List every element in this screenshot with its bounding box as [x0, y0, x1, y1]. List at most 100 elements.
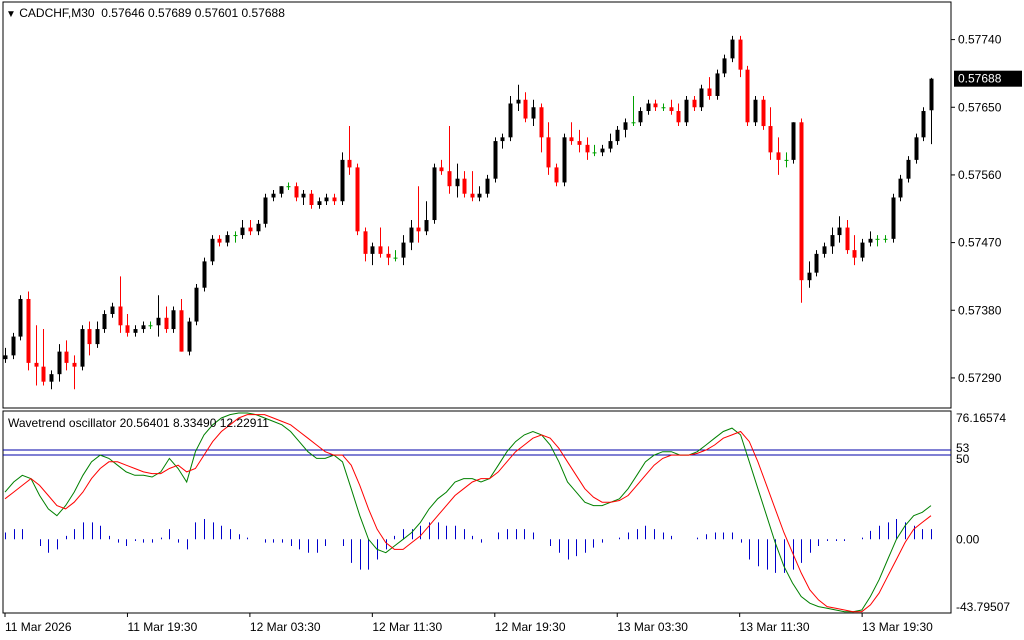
candle: [141, 321, 146, 333]
candle-body: [41, 366, 46, 382]
dropdown-triangle-icon[interactable]: ▼: [6, 9, 16, 20]
candle: [248, 220, 253, 236]
candle-body: [87, 329, 92, 345]
candle: [301, 189, 306, 205]
candle-body: [202, 261, 207, 288]
candle: [623, 118, 628, 138]
candle-body: [102, 314, 107, 330]
candle: [324, 193, 329, 205]
current-price-label: 0.57688: [958, 72, 1002, 86]
candle: [676, 103, 681, 127]
candle: [409, 220, 414, 251]
candle-body: [784, 159, 789, 161]
candle: [72, 355, 77, 390]
candle-body: [623, 122, 628, 130]
candle-body: [317, 201, 322, 205]
candle: [439, 159, 444, 175]
candle: [776, 137, 781, 175]
candle-body: [271, 193, 276, 198]
oscillator-value-2: 8.33490: [173, 416, 217, 430]
level-label: 53: [956, 441, 970, 455]
candle-body: [730, 39, 735, 59]
candle: [309, 189, 314, 209]
candle: [631, 95, 636, 127]
candle-body: [49, 374, 54, 382]
candle: [592, 144, 597, 157]
candle: [585, 137, 590, 160]
candle-body: [883, 238, 888, 240]
candle-body: [722, 58, 727, 74]
candle-body: [225, 235, 230, 243]
candle: [462, 171, 467, 198]
candle-body: [187, 321, 192, 352]
candle-body: [95, 329, 100, 345]
candle-body: [898, 178, 903, 198]
candle: [669, 99, 674, 115]
candle: [355, 163, 360, 236]
candle-body: [378, 246, 383, 254]
candle: [653, 99, 658, 112]
oscillator-value-1: 20.56401: [119, 416, 170, 430]
candle: [18, 295, 23, 341]
candle-body: [745, 69, 750, 123]
candle: [898, 174, 903, 202]
candle: [707, 77, 712, 100]
candle-body: [432, 167, 437, 221]
time-axis: 11 Mar 2026 11 Mar 19:30 12 Mar 03:30 12 Ma…: [4, 613, 933, 634]
time-tick-label: 11 Mar 19:30: [127, 620, 197, 634]
candle-body: [80, 329, 85, 367]
candle: [424, 201, 429, 236]
candle-body: [569, 137, 574, 142]
candle-body: [822, 246, 827, 254]
candle-body: [676, 111, 681, 123]
candle-body: [301, 193, 306, 198]
candle: [730, 35, 735, 63]
candle-body: [653, 103, 658, 108]
candle: [332, 193, 337, 205]
candle: [860, 238, 865, 262]
candle: [600, 144, 605, 157]
candle-body: [508, 103, 513, 138]
candle: [531, 99, 536, 127]
candle: [883, 235, 888, 243]
candle-body: [110, 306, 115, 315]
candle: [814, 250, 819, 277]
candle-body: [753, 99, 758, 123]
candle: [761, 95, 766, 130]
candle-body: [340, 159, 345, 202]
candle-body: [646, 103, 651, 112]
candle-body: [577, 141, 582, 145]
candle-body: [699, 88, 704, 108]
candle: [49, 370, 54, 390]
wavetrend-line-1: [4, 412, 932, 613]
candle: [845, 220, 850, 254]
candle: [263, 193, 268, 228]
candle: [279, 186, 284, 198]
candle: [286, 182, 291, 190]
candle: [34, 325, 39, 386]
candle: [722, 54, 727, 78]
candle-body: [393, 257, 398, 259]
candle: [57, 344, 62, 382]
candle-body: [148, 325, 153, 327]
candle-body: [248, 227, 253, 232]
level-label: 50: [956, 452, 970, 466]
candle-body: [477, 193, 482, 198]
time-tick-label: 13 Mar 03:30: [617, 620, 688, 634]
candle: [118, 276, 123, 333]
candle: [715, 69, 720, 100]
candle-body: [600, 148, 605, 153]
candle-body: [386, 253, 391, 258]
candle: [577, 129, 582, 153]
candle: [684, 95, 689, 127]
candle: [830, 227, 835, 254]
candle-body: [608, 141, 613, 149]
candle: [240, 220, 245, 239]
oscillator-axis-label: 0.00: [956, 532, 980, 546]
candle: [317, 197, 322, 209]
close-value: 0.57688: [241, 6, 285, 20]
candle: [447, 126, 452, 194]
candle-body: [217, 238, 222, 243]
candle: [378, 227, 383, 258]
